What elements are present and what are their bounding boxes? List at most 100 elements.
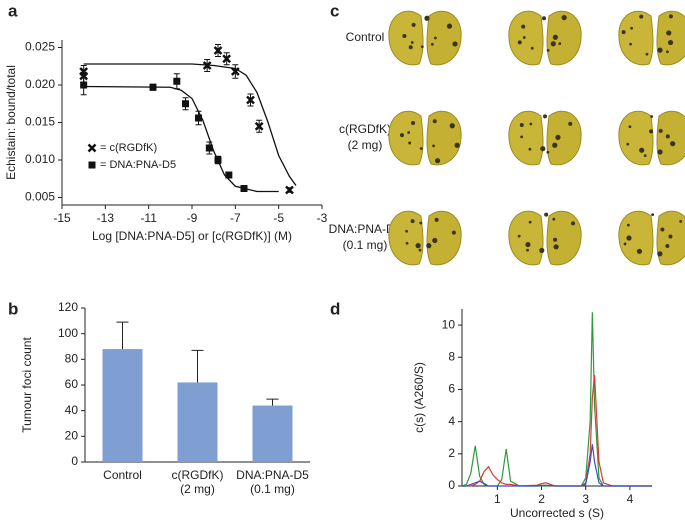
tumour-spot: [517, 40, 522, 45]
lung-image: [618, 10, 685, 66]
x-tick-label: 4: [627, 492, 634, 506]
tumour-spot: [666, 30, 672, 36]
y-tick-label: 40: [65, 403, 79, 417]
x-tick-label: -9: [187, 211, 198, 225]
tumour-spot: [539, 247, 545, 254]
y-tick-label: 0: [448, 478, 455, 492]
x-tick-label: (0.1 mg): [250, 482, 295, 496]
x-tick-label: -7: [230, 211, 241, 225]
lung-lobe: [388, 210, 424, 266]
x-tick-label: -3: [317, 211, 328, 225]
tumour-spot: [399, 133, 404, 138]
lung-lobe: [426, 10, 462, 66]
bar: [102, 349, 143, 462]
row-label: (2 mg): [348, 138, 383, 152]
error-bar: [116, 321, 129, 350]
tumour-spot: [432, 144, 436, 148]
lung-lobe: [546, 110, 582, 166]
tumour-spot: [626, 235, 632, 241]
y-axis-label: Tumour foci count: [20, 337, 34, 433]
tumour-spot: [408, 141, 412, 145]
x-tick-label: -13: [97, 211, 115, 225]
tumour-spot: [558, 42, 562, 46]
lung-image: [508, 210, 582, 266]
tumour-spot: [407, 131, 411, 134]
tumour-spot: [432, 119, 437, 124]
y-tick-label: 20: [65, 429, 79, 443]
lung-lobe: [508, 10, 544, 66]
y-tick-label: 6: [448, 382, 455, 396]
tumour-spot: [424, 15, 430, 21]
row-label: (0.1 mg): [343, 238, 388, 252]
tumour-spot: [621, 30, 626, 35]
y-tick-label: 60: [65, 377, 79, 391]
marker: [80, 81, 88, 89]
marker: [214, 156, 222, 164]
tumour-spot: [555, 134, 561, 140]
tumour-spot: [528, 220, 532, 224]
y-axis-label: c(s) (A260/S): [412, 362, 426, 433]
panel-label: c: [330, 1, 339, 20]
marker: [205, 144, 213, 152]
tumour-spot: [636, 248, 643, 254]
tumour-spot: [623, 242, 627, 246]
tumour-spot: [418, 248, 422, 252]
lung-lobe: [546, 10, 582, 66]
tumour-spot: [405, 229, 409, 233]
tumour-spot: [543, 114, 547, 119]
tumour-spot: [517, 234, 521, 238]
marker: [285, 185, 294, 195]
axis-line: [61, 40, 322, 206]
tumour-spot: [449, 123, 455, 129]
axis-line: [461, 309, 652, 487]
tumour-spot: [657, 149, 663, 155]
tumour-spot: [665, 243, 670, 248]
row-label: Control: [346, 30, 385, 44]
tumour-spot: [410, 41, 414, 44]
tumour-spot: [434, 217, 439, 222]
x-tick-label: 1: [494, 492, 501, 506]
fit-curve: [83, 63, 297, 186]
tumour-spot: [561, 15, 567, 21]
tumour-spot: [546, 150, 550, 154]
x-tick-label: 2: [538, 492, 545, 506]
tumour-spot: [432, 237, 438, 244]
tumour-spot: [649, 129, 654, 134]
tumour-spot: [552, 142, 558, 148]
line: [462, 374, 652, 487]
tumour-spot: [528, 147, 532, 151]
bar: [252, 405, 293, 462]
lung-lobe: [618, 110, 654, 166]
marker: [88, 161, 96, 169]
tumour-spot: [522, 36, 526, 39]
tumour-spot: [419, 221, 423, 225]
tumour-spot: [665, 134, 670, 139]
tumour-spot: [521, 24, 526, 29]
x-tick-label: (2 mg): [180, 482, 215, 496]
tumour-spot: [434, 158, 441, 164]
panel-label: b: [8, 299, 18, 318]
tumour-spot: [553, 237, 558, 242]
line: [461, 312, 652, 487]
tumour-spot: [410, 219, 415, 224]
marker: [182, 100, 189, 108]
tumour-spot: [553, 244, 559, 250]
x-axis-label: Uncorrected s (S): [510, 506, 604, 520]
x-tick-label: Control: [103, 468, 142, 482]
tumour-spot: [411, 121, 416, 126]
y-tick-label: 100: [58, 326, 78, 340]
y-tick-label: 8: [448, 349, 455, 363]
x-tick-label: -5: [273, 211, 284, 225]
lung-lobe: [656, 10, 685, 66]
lung-lobe: [426, 210, 462, 266]
panel-label: a: [8, 1, 18, 20]
tumour-spot: [658, 128, 663, 133]
tumour-spot: [526, 248, 529, 252]
tumour-spot: [639, 147, 645, 153]
tumour-spot: [546, 49, 550, 52]
marker: [213, 46, 223, 55]
tumour-spot: [405, 241, 409, 245]
tumour-spot: [639, 14, 644, 19]
tumour-spot: [626, 142, 630, 146]
